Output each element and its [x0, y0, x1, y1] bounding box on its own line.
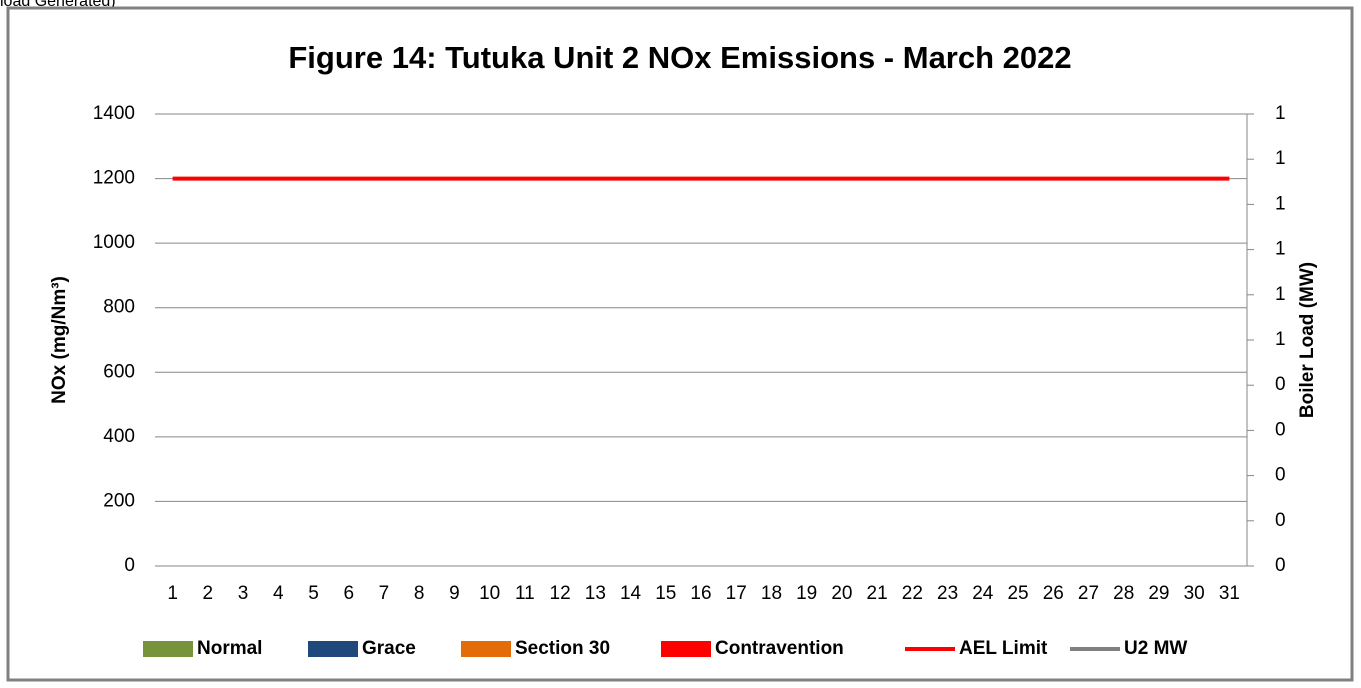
y2-tick-label: 0: [1275, 510, 1286, 531]
y2-tick-label: 0: [1275, 465, 1286, 486]
x-tick-label: 5: [308, 583, 319, 604]
legend-swatch: [461, 641, 511, 657]
y-tick-label: 600: [103, 361, 135, 382]
x-tick-label: 7: [379, 583, 390, 604]
y2-tick-label: 1: [1275, 239, 1286, 260]
x-tick-label: 22: [902, 583, 923, 604]
chart-border: [6, 6, 1354, 682]
x-tick-label: 30: [1184, 583, 1205, 604]
legend-label: Section 30: [515, 638, 610, 659]
y-tick-label: 800: [103, 297, 135, 318]
x-tick-label: 24: [972, 583, 994, 604]
y-axis-label: NOx (mg/Nm³): [49, 276, 70, 404]
x-tick-label: 10: [479, 583, 500, 604]
x-tick-label: 11: [515, 583, 535, 604]
y2-axis-label: Boiler Load (MW): [1297, 262, 1318, 418]
chart-title: Figure 14: Tutuka Unit 2 NOx Emissions -…: [288, 40, 1071, 75]
x-tick-label: 16: [690, 583, 711, 604]
x-tick-label: 25: [1007, 583, 1028, 604]
x-tick-label: 9: [449, 583, 460, 604]
x-tick-label: 26: [1043, 583, 1064, 604]
x-tick-label: 18: [761, 583, 782, 604]
y-tick-label: 1200: [93, 168, 135, 189]
x-tick-label: 12: [550, 583, 571, 604]
y2-tick-label: 1: [1275, 284, 1286, 305]
y-tick-label: 0: [124, 555, 135, 576]
x-tick-label: 21: [867, 583, 888, 604]
y2-tick-label: 1: [1275, 103, 1286, 124]
y-tick-label: 1400: [93, 103, 135, 124]
x-tick-label: 4: [273, 583, 284, 604]
legend-swatch: [308, 641, 358, 657]
x-tick-label: 6: [343, 583, 354, 604]
y-tick-label: 200: [103, 490, 135, 511]
caption: load Generated): [0, 0, 116, 10]
x-tick-label: 1: [167, 583, 178, 604]
legend-label: AEL Limit: [959, 638, 1048, 659]
y2-tick-label: 1: [1275, 148, 1286, 169]
legend-label: Grace: [362, 638, 416, 659]
x-tick-label: 29: [1148, 583, 1169, 604]
x-tick-label: 2: [203, 583, 214, 604]
x-tick-label: 27: [1078, 583, 1099, 604]
x-tick-label: 28: [1113, 583, 1134, 604]
x-tick-label: 20: [831, 583, 852, 604]
y2-tick-label: 0: [1275, 374, 1286, 395]
x-tick-label: 31: [1219, 583, 1240, 604]
x-tick-label: 17: [726, 583, 747, 604]
legend-label: Contravention: [715, 638, 844, 659]
y2-tick-label: 1: [1275, 329, 1286, 350]
x-tick-label: 15: [655, 583, 676, 604]
x-tick-label: 8: [414, 583, 425, 604]
y2-tick-label: 0: [1275, 419, 1286, 440]
y2-tick-label: 1: [1275, 193, 1286, 214]
legend-swatch: [143, 641, 193, 657]
x-tick-label: 3: [238, 583, 249, 604]
x-tick-label: 19: [796, 583, 817, 604]
legend-label: U2 MW: [1124, 638, 1187, 659]
legend-swatch: [661, 641, 711, 657]
y-tick-label: 1000: [93, 232, 135, 253]
y2-tick-label: 0: [1275, 555, 1286, 576]
x-tick-label: 13: [585, 583, 606, 604]
x-tick-label: 14: [620, 583, 642, 604]
y-tick-label: 400: [103, 426, 135, 447]
x-tick-label: 23: [937, 583, 958, 604]
legend-label: Normal: [197, 638, 262, 659]
